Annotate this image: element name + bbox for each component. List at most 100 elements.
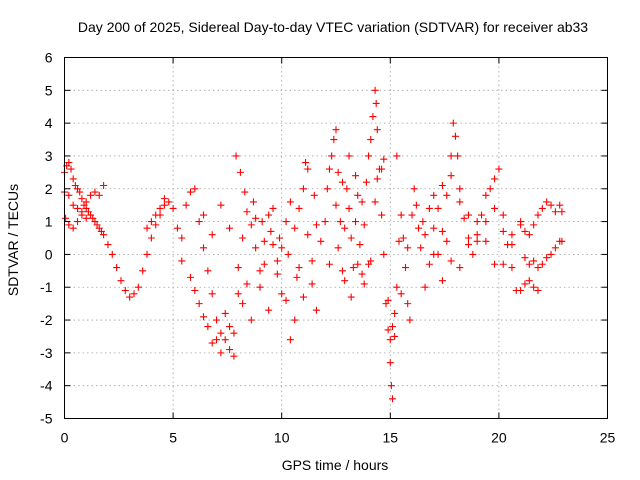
data-point <box>491 204 499 212</box>
data-point <box>551 208 559 216</box>
data-point <box>415 224 423 232</box>
data-point <box>325 165 333 173</box>
data-point <box>478 211 486 219</box>
data-point <box>139 267 147 275</box>
data-point <box>152 211 160 219</box>
data-point <box>308 257 316 265</box>
data-point <box>417 244 425 252</box>
y-tick-label: -5 <box>40 411 53 427</box>
data-point <box>349 264 357 272</box>
data-point <box>252 214 260 222</box>
data-point <box>269 204 277 212</box>
data-point <box>482 218 490 226</box>
y-axis-label: SDTVAR / TECUs <box>5 184 21 296</box>
data-point <box>360 221 368 229</box>
plot-frame <box>64 57 608 419</box>
data-point <box>454 152 462 160</box>
data-point <box>530 257 538 265</box>
data-point <box>156 204 164 212</box>
data-point <box>273 257 281 265</box>
data-point <box>380 155 388 163</box>
data-point <box>247 221 255 229</box>
data-point <box>473 237 481 245</box>
data-point <box>267 227 275 235</box>
data-point <box>310 191 318 199</box>
data-point <box>339 178 347 186</box>
data-point <box>291 316 299 324</box>
data-point <box>402 264 410 272</box>
data-point <box>226 323 234 331</box>
data-point <box>517 218 525 226</box>
data-point <box>260 237 268 245</box>
y-tick-label: 3 <box>45 148 53 164</box>
data-point <box>217 201 225 209</box>
data-point <box>65 159 73 167</box>
data-point <box>371 86 379 94</box>
data-point <box>525 260 533 268</box>
data-point <box>276 234 284 242</box>
x-tick-label: 15 <box>383 430 399 446</box>
data-point <box>354 191 362 199</box>
data-point <box>200 211 208 219</box>
data-point <box>284 250 292 258</box>
data-point <box>252 244 260 252</box>
data-point <box>371 198 379 206</box>
y-tick-label: 6 <box>45 50 53 66</box>
data-point <box>82 198 90 206</box>
y-tick-label: -1 <box>40 279 53 295</box>
data-point <box>538 260 546 268</box>
data-point <box>360 280 368 288</box>
data-point <box>213 316 221 324</box>
data-point <box>295 264 303 272</box>
data-point <box>108 250 116 258</box>
data-point <box>117 277 125 285</box>
data-point <box>273 270 281 278</box>
data-point <box>517 287 525 295</box>
data-point <box>449 119 457 127</box>
data-point <box>525 277 533 285</box>
data-point <box>221 336 229 344</box>
data-point <box>421 231 429 239</box>
data-point <box>186 273 194 281</box>
data-point <box>152 221 160 229</box>
data-point <box>217 349 225 357</box>
data-point <box>234 264 242 272</box>
data-point <box>384 296 392 304</box>
data-point <box>65 191 73 199</box>
data-point <box>282 296 290 304</box>
data-point <box>530 221 538 229</box>
data-point <box>143 250 151 258</box>
axis-ticks: 0 5 10 15 20 25 -5 -4 -3 -2 -1 0 1 2 3 4 5 6 <box>40 50 615 446</box>
data-point <box>425 204 433 212</box>
x-tick-label: 25 <box>600 430 616 446</box>
data-point <box>378 211 386 219</box>
data-point <box>430 191 438 199</box>
data-point <box>200 313 208 321</box>
data-point <box>62 214 70 222</box>
data-point <box>278 290 286 298</box>
data-point <box>534 287 542 295</box>
data-point <box>543 254 551 262</box>
data-point <box>65 221 73 229</box>
data-point <box>430 224 438 232</box>
data-point <box>404 244 412 252</box>
data-point <box>308 280 316 288</box>
data-point <box>286 198 294 206</box>
data-point <box>521 280 529 288</box>
x-tick-label: 5 <box>169 430 177 446</box>
data-point <box>258 218 266 226</box>
data-point <box>341 277 349 285</box>
data-point <box>558 237 566 245</box>
data-point <box>100 231 108 239</box>
y-tick-label: -4 <box>40 378 53 394</box>
x-axis-label: GPS time / hours <box>282 457 389 473</box>
x-tick-label: 10 <box>274 430 290 446</box>
data-point <box>469 250 477 258</box>
data-point <box>343 185 351 193</box>
data-point <box>78 211 86 219</box>
data-point <box>232 152 240 160</box>
data-point <box>395 237 403 245</box>
data-point <box>438 227 446 235</box>
data-point <box>69 175 77 183</box>
data-point <box>282 218 290 226</box>
